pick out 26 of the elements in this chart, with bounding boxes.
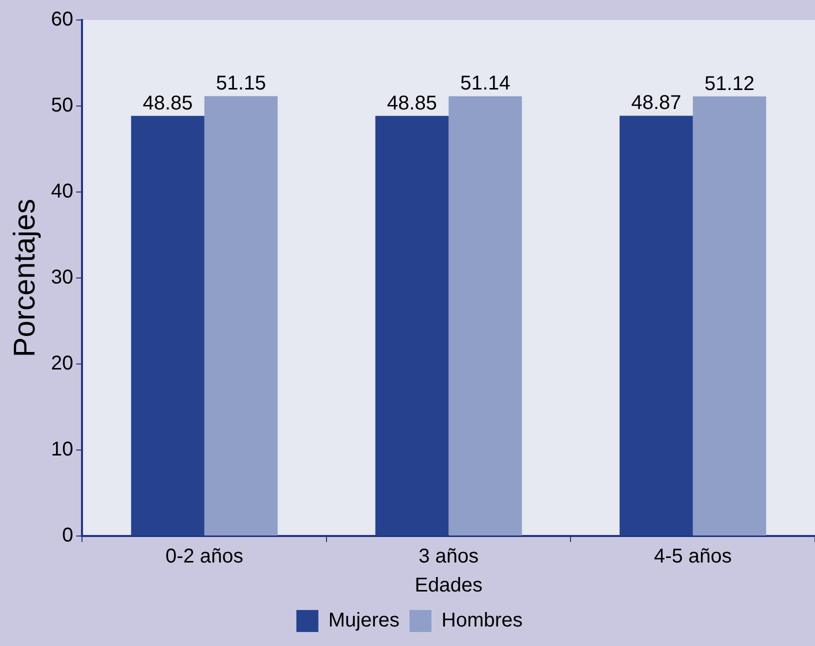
bar <box>692 96 766 536</box>
y-axis-title: Porcentajes <box>8 198 42 358</box>
bar <box>620 116 693 536</box>
bar <box>204 96 278 536</box>
y-tick-label: 20 <box>50 352 74 375</box>
data-label: 48.87 <box>631 92 682 114</box>
bar <box>448 96 522 536</box>
y-tick-label: 0 <box>62 524 74 547</box>
x-tick-label: 3 años <box>418 546 479 568</box>
legend-label: Mujeres <box>328 610 400 632</box>
x-tick-label: 4-5 años <box>654 546 732 568</box>
data-label: 51.15 <box>216 72 266 95</box>
x-tick-label: 0-2 años <box>165 546 244 568</box>
data-label: 51.12 <box>704 72 755 95</box>
data-label: 48.85 <box>386 92 438 114</box>
y-tick-label: 50 <box>50 94 74 117</box>
data-label: 48.85 <box>142 92 193 114</box>
x-axis-title: Edades <box>414 574 483 597</box>
y-tick-label: 10 <box>50 438 74 461</box>
y-tick-label: 30 <box>50 266 74 289</box>
legend-label: Hombres <box>442 610 523 632</box>
data-label: 51.14 <box>460 72 510 95</box>
y-tick-label: 60 <box>50 8 74 31</box>
bar <box>131 116 204 536</box>
bar <box>375 116 449 536</box>
y-tick-label: 40 <box>50 180 74 203</box>
